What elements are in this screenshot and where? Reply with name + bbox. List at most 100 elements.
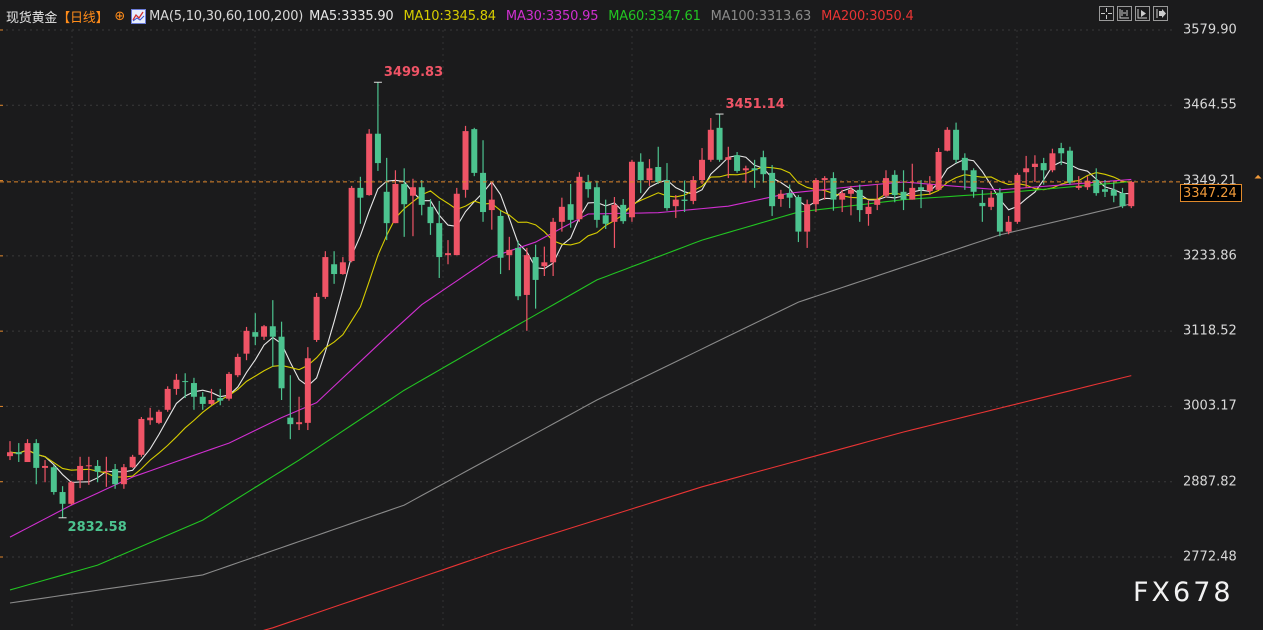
fit-range-icon[interactable] <box>1117 6 1132 21</box>
candle-body <box>445 253 451 256</box>
candle <box>672 195 679 218</box>
candle-body <box>760 157 767 175</box>
candle <box>874 183 881 211</box>
candle <box>769 165 776 216</box>
candle-body <box>103 471 110 473</box>
candle <box>1075 176 1082 190</box>
candle-body <box>278 336 285 389</box>
candle-body <box>269 326 276 337</box>
candle <box>760 150 767 183</box>
candle-body <box>409 187 416 196</box>
candle-body <box>488 199 495 211</box>
candle-body <box>418 187 425 205</box>
candle <box>436 200 443 278</box>
candle <box>278 321 285 401</box>
candle-body <box>716 127 723 160</box>
candle-body <box>891 174 898 196</box>
candle <box>173 373 180 395</box>
candle <box>637 153 644 194</box>
candle-body <box>138 418 145 455</box>
candle-body <box>707 129 714 160</box>
candle-body <box>874 199 881 205</box>
candle-body <box>637 161 644 181</box>
y-tick-label: 3118.52 <box>1183 323 1237 339</box>
candle-body <box>243 330 250 354</box>
candle-body <box>935 151 942 190</box>
candle <box>725 146 732 179</box>
candle-body <box>944 129 951 151</box>
candle-body <box>1110 189 1117 196</box>
candle <box>988 191 995 211</box>
jump-end-icon[interactable] <box>1153 6 1168 21</box>
candle-body <box>786 193 793 198</box>
chart-toolbar <box>1099 6 1168 21</box>
y-tick-label: 2772.48 <box>1183 549 1237 565</box>
candle-body <box>558 206 565 222</box>
indicator-chart-icon[interactable] <box>131 8 147 24</box>
candle-body <box>427 206 434 224</box>
y-tick-label: 2887.82 <box>1183 474 1237 490</box>
play-forward-icon[interactable] <box>1135 6 1150 21</box>
candle-body <box>331 264 338 275</box>
ma-params[interactable]: MA(5,10,30,60,100,200) <box>149 8 304 24</box>
candle <box>891 170 898 203</box>
candle <box>1128 180 1135 209</box>
candle <box>348 185 355 263</box>
candle-body <box>374 133 381 164</box>
candle-body <box>576 176 583 220</box>
candle <box>182 373 189 399</box>
candle <box>366 129 373 196</box>
candle-body <box>287 417 294 425</box>
candle-body <box>261 326 268 337</box>
candle <box>585 174 592 198</box>
candle <box>593 180 600 228</box>
candle <box>996 187 1003 237</box>
candle-body <box>628 161 635 218</box>
candle <box>339 257 346 275</box>
candle-body <box>883 178 889 196</box>
candle <box>1093 168 1100 196</box>
candle <box>646 159 653 186</box>
candle-body <box>830 178 837 200</box>
candle-body <box>68 482 75 504</box>
candle-body <box>777 193 784 199</box>
candle <box>401 168 408 237</box>
candle <box>374 82 381 171</box>
period-selector[interactable]: 【日线】 <box>57 10 109 26</box>
candle <box>24 439 31 463</box>
candle <box>147 407 154 425</box>
crosshair-icon[interactable] <box>1099 6 1114 21</box>
candle-body <box>15 452 22 455</box>
candle-body <box>532 257 539 280</box>
candle-body <box>7 452 13 457</box>
candle-body <box>480 172 487 213</box>
candle-body <box>646 168 653 181</box>
candle <box>839 189 846 213</box>
candle <box>716 114 723 162</box>
current-price-label: 3347.24 <box>1180 184 1242 202</box>
scroll-up-icon[interactable]: ⏶ <box>1254 172 1262 183</box>
candle-body <box>585 182 592 190</box>
y-tick-label: 3579.90 <box>1183 22 1237 38</box>
candle <box>77 456 84 489</box>
candle <box>961 153 968 190</box>
candle <box>900 170 907 211</box>
candle-body <box>523 255 530 295</box>
candle-body <box>847 189 854 194</box>
candle-body <box>471 129 478 173</box>
candle-body <box>970 170 977 192</box>
candle-body <box>918 187 925 190</box>
candle-body <box>1014 174 1021 222</box>
candle <box>112 463 119 489</box>
candle-body <box>988 197 995 207</box>
candle-body <box>593 187 600 220</box>
candle-body <box>865 206 872 214</box>
candle-body <box>208 400 215 404</box>
add-indicator-icon[interactable]: ⊕ <box>114 8 126 24</box>
ma-line-ma60 <box>9 181 1132 591</box>
candle <box>883 170 889 198</box>
candle <box>1102 180 1108 198</box>
candle-body <box>734 155 741 171</box>
candle-body <box>620 204 627 222</box>
